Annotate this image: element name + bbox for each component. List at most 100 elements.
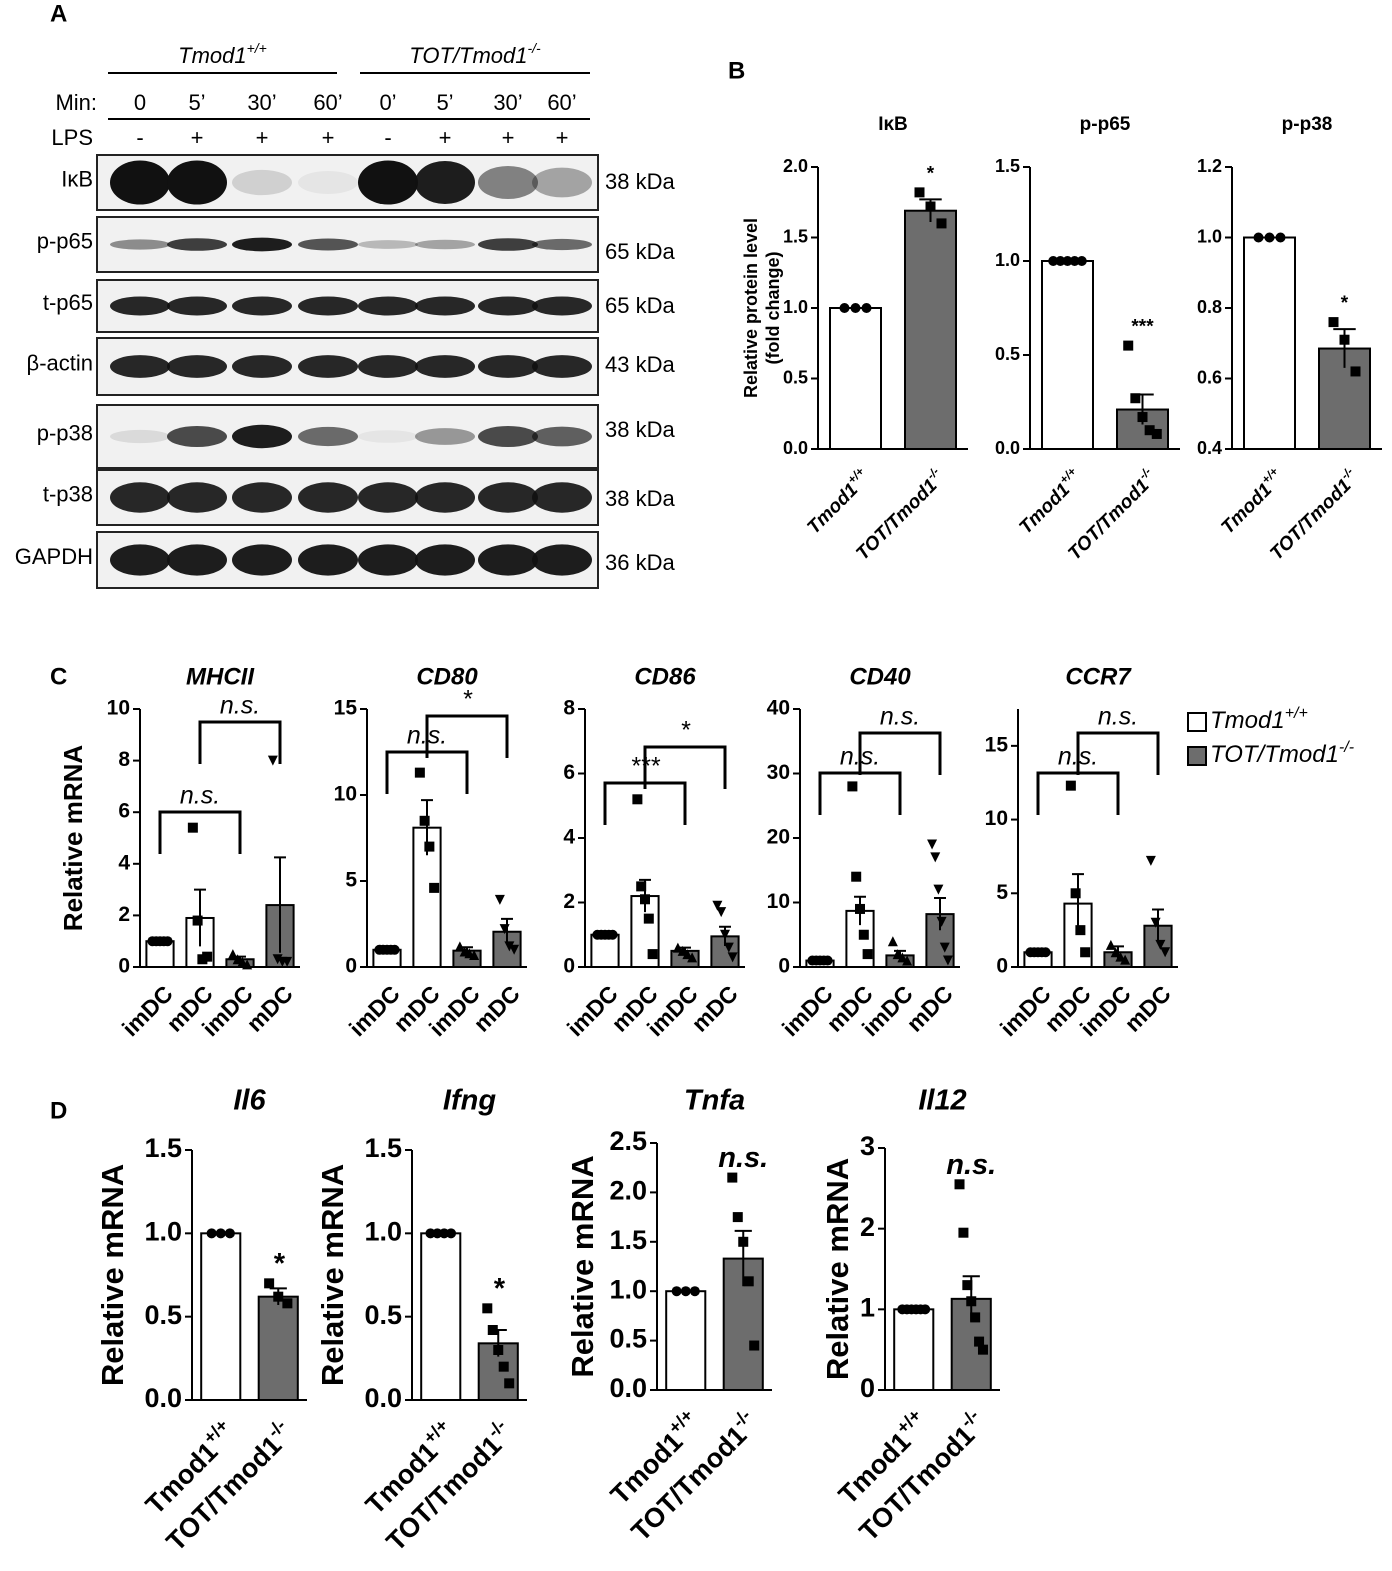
blot-band [110, 429, 170, 444]
y-tick-label: 40 [767, 697, 790, 720]
lps-sign: + [256, 125, 269, 150]
y-tick-label: 0 [118, 955, 130, 978]
data-point [936, 218, 947, 229]
blot-band [358, 544, 418, 576]
chart-title: Ifng [443, 1085, 496, 1117]
blot-band [110, 544, 170, 576]
blot-band [232, 544, 292, 576]
group-label: Tmod1+/+ [178, 40, 267, 68]
time-label: 30’ [493, 90, 522, 115]
data-point [712, 900, 723, 911]
data-point [1065, 780, 1076, 791]
time-label: 30’ [247, 90, 276, 115]
bar [200, 1232, 242, 1402]
data-point [242, 959, 253, 970]
data-point [282, 1298, 293, 1309]
data-point [389, 944, 400, 955]
blot-band [415, 161, 475, 204]
data-point [851, 871, 862, 882]
blot-band [478, 166, 538, 199]
x-tick-label: Tmod1+/+ [801, 465, 875, 539]
y-tick-label: 8 [563, 697, 575, 720]
blot-band [415, 239, 475, 250]
x-tick-label-base: Tmod1 [1015, 480, 1074, 539]
blot-band [532, 167, 592, 198]
data-point [504, 941, 515, 952]
kda-label: 43 kDa [605, 352, 675, 377]
data-point [855, 903, 865, 914]
group-label-sup: +/+ [247, 40, 267, 56]
blot-band [232, 482, 292, 513]
data-point [643, 913, 654, 924]
data-point [1055, 256, 1066, 266]
data-point [509, 944, 520, 955]
blot-band [232, 296, 292, 316]
data-point [822, 955, 833, 966]
data-point [493, 1345, 504, 1355]
data-point [914, 187, 925, 198]
kda-label: 36 kDa [605, 550, 675, 575]
y-tick-label: 0.8 [1197, 297, 1222, 317]
data-point [504, 1378, 515, 1389]
x-tick-label-base: TOT/Tmod1 [1266, 475, 1355, 564]
data-point [902, 955, 913, 966]
data-point [743, 1276, 754, 1287]
legend-label-base: Tmod1 [1210, 707, 1285, 734]
data-point [1328, 317, 1339, 328]
error-bar [934, 896, 946, 931]
data-point [847, 781, 858, 792]
data-point [933, 884, 944, 895]
error-bar [1152, 908, 1164, 942]
blot-band [110, 160, 170, 205]
data-point [727, 952, 738, 963]
data-point [632, 794, 643, 805]
blot-band [532, 238, 592, 251]
x-tick-label-base: TOT/Tmod1 [1064, 475, 1153, 564]
significance-bracket [158, 810, 242, 854]
blot-band [478, 482, 538, 513]
y-tick-label: 10 [107, 697, 130, 720]
data-point [187, 822, 198, 833]
legend-label: TOT/Tmod1-/- [1210, 739, 1354, 769]
y-tick-label: 6 [563, 761, 575, 784]
y-tick-label: 0.0 [144, 1383, 182, 1413]
blot-band [167, 355, 227, 378]
x-tick-label-base: Tmod1 [1217, 480, 1276, 539]
x-tick-label: TOT/Tmod1-/- [850, 465, 950, 565]
data-point [689, 1286, 700, 1297]
data-point [974, 1336, 985, 1347]
data-point [1253, 232, 1264, 243]
chart-title: Il6 [233, 1085, 266, 1117]
data-point [429, 882, 440, 893]
y-tick-label: 0.4 [1197, 438, 1222, 458]
data-point [1075, 925, 1086, 936]
data-point [732, 1212, 743, 1223]
lps-sign: + [439, 125, 452, 150]
blot-band [110, 355, 170, 378]
data-point [499, 924, 510, 935]
y-tick-label: 4 [118, 851, 130, 874]
lps-sign: + [191, 125, 204, 150]
data-point [850, 303, 861, 313]
kda-label: 38 kDa [605, 169, 675, 194]
lps-sign: + [556, 125, 569, 150]
data-point [977, 1344, 988, 1355]
legend-swatch [1187, 746, 1207, 766]
data-point [1076, 256, 1087, 266]
data-point [647, 949, 658, 960]
bracket-label: * [462, 686, 473, 714]
y-axis-label: Relative mRNA [565, 1155, 600, 1377]
data-point [930, 852, 941, 863]
y-tick-label: 5 [996, 881, 1008, 904]
lps-sign: - [384, 125, 391, 150]
data-point [927, 839, 938, 850]
data-point [1048, 256, 1059, 266]
time-label: 5’ [188, 90, 205, 115]
data-point [162, 936, 173, 947]
row-label: β-actin [27, 350, 93, 375]
data-point [680, 1286, 691, 1297]
row-label: GAPDH [15, 544, 93, 569]
error-bar [274, 856, 286, 953]
y-tick-label: 2 [563, 890, 575, 913]
blot-band [415, 355, 475, 378]
